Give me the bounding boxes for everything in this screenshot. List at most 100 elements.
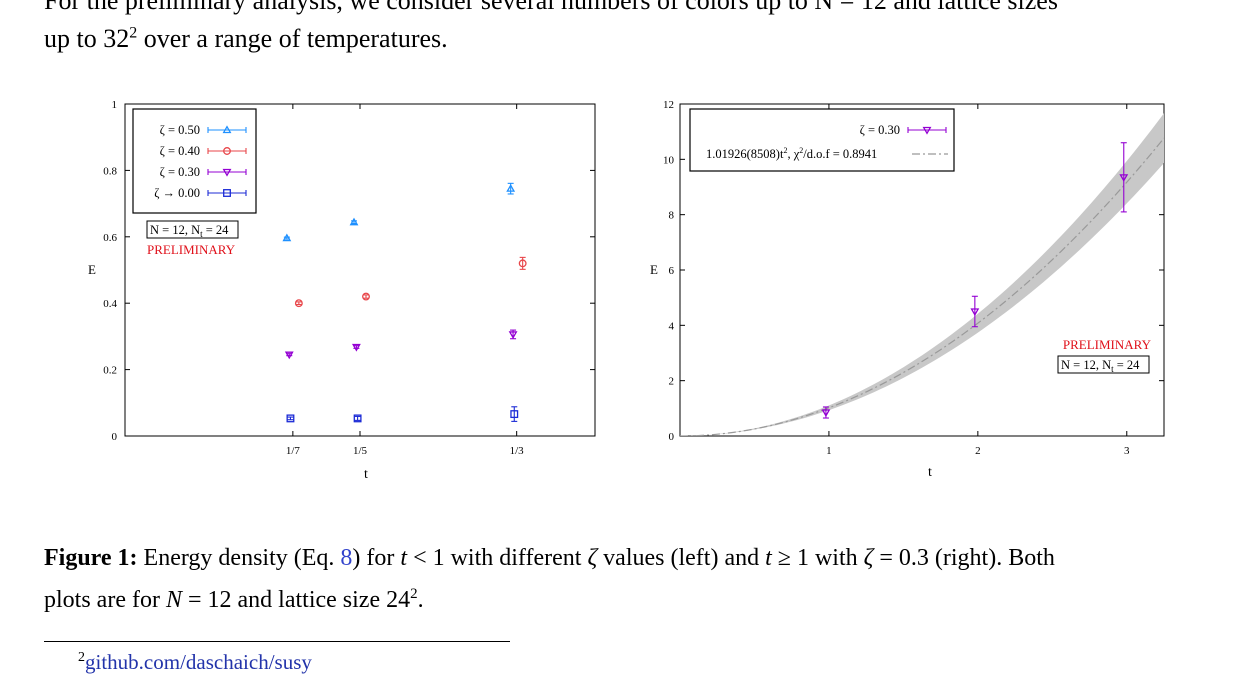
left-legend-label: ζ → 0.00 xyxy=(154,186,200,200)
footnote-rule xyxy=(44,641,510,642)
left-legend-marker xyxy=(222,168,232,177)
left-y-tick-label: 0.6 xyxy=(103,232,117,244)
left-error-bar xyxy=(354,415,361,421)
left-params-label: N = 12, Nt = 24 xyxy=(150,223,229,239)
left-data-point xyxy=(508,331,518,340)
fit-label-a: 1.01926(8508)t xyxy=(706,147,784,161)
left-energy-plot: 00.20.40.60.81 1/7 1/5 1/3 E t ζ = 0.50ζ =… xyxy=(88,99,596,482)
right-x-axis: 1 2 3 xyxy=(826,104,1130,457)
left-data-point xyxy=(510,410,519,419)
right-x-tick-label: 2 xyxy=(975,445,981,457)
left-legend-marker xyxy=(223,147,231,155)
caption-zeta-symbol: ζ xyxy=(587,545,598,571)
left-legend: ζ = 0.50 ζ = 0.40 ζ = 0.30 ζ → 0.00 xyxy=(154,123,247,200)
caption-text-4: values (left) and xyxy=(597,545,766,571)
equation-reference-link[interactable]: 8 xyxy=(340,545,353,571)
left-params-box xyxy=(146,220,239,239)
intro-text-pre: up to 32 xyxy=(44,24,130,53)
left-data-points xyxy=(282,182,527,423)
right-legend-label: ζ = 0.30 xyxy=(860,123,900,137)
right-y-axis: 0 2 4 6 8 10 12 xyxy=(663,99,1164,443)
caption-text-3: < 1 with different xyxy=(407,545,588,571)
right-params-main: N = 12, N xyxy=(1061,358,1111,372)
right-x-tick-label: 1 xyxy=(826,445,832,457)
caption-line2-mid: = 12 and lattice size 24 xyxy=(181,587,411,613)
left-error-bar xyxy=(295,301,302,306)
caption-t-symbol: t xyxy=(400,545,408,571)
caption-t-symbol-2: t xyxy=(765,545,772,571)
left-legend-label: ζ = 0.50 xyxy=(160,123,200,137)
left-x-axis-label: t xyxy=(364,467,368,482)
right-params-label: N = 12, Nt = 24 xyxy=(1061,358,1140,374)
left-error-bar xyxy=(287,416,294,421)
fit-legend-label: 1.01926(8508)t2, χ2/d.o.f = 0.8941 xyxy=(706,146,877,161)
footnote-link[interactable]: github.com/daschaich/susy xyxy=(85,650,312,674)
fit-label-sup: 2 xyxy=(783,146,787,155)
right-y-tick-label: 4 xyxy=(669,320,675,332)
left-y-axis: 0 0.2 0.4 0.6 0.8 1 xyxy=(103,99,595,443)
left-y-tick-label: 0 xyxy=(112,431,118,443)
left-preliminary-label: PRELIMINARY xyxy=(147,242,236,257)
caption-line2-sup: 2 xyxy=(410,586,418,602)
figure-caption: Figure 1: Energy density (Eq. 8) for t <… xyxy=(44,540,1209,618)
right-data-point xyxy=(1119,174,1129,182)
fit-label-b: , χ xyxy=(787,147,799,161)
fit-label-sup2: 2 xyxy=(799,146,803,155)
top-text-fragment: For the preliminary analysis, we conside… xyxy=(44,0,1058,15)
right-data-point xyxy=(821,409,831,418)
caption-text-5: ≥ 1 with xyxy=(771,545,864,571)
left-data-point xyxy=(506,184,516,192)
right-params-box xyxy=(1057,355,1150,374)
intro-text-sup: 2 xyxy=(129,24,138,42)
caption-text-6: = 0.3 (right). Both xyxy=(873,545,1055,571)
left-x-tick-label: 1/5 xyxy=(353,445,368,457)
left-legend-label: ζ = 0.30 xyxy=(160,165,200,179)
left-data-point xyxy=(284,351,294,360)
left-y-axis-label: E xyxy=(88,262,96,277)
footnote: 2github.com/daschaich/susy xyxy=(78,650,312,675)
left-legend-label: ζ = 0.40 xyxy=(160,144,200,158)
left-data-point xyxy=(294,299,303,308)
footnote-mark: 2 xyxy=(78,650,85,665)
left-params-sub: t xyxy=(200,229,203,239)
right-legend-box xyxy=(689,108,955,172)
right-y-tick-label: 12 xyxy=(663,99,674,111)
right-y-tick-label: 8 xyxy=(669,210,675,222)
intro-text-post: over a range of temperatures. xyxy=(137,24,448,53)
left-data-point xyxy=(349,217,359,226)
right-params-end: = 24 xyxy=(1114,358,1141,372)
caption-zeta-symbol-2: ζ xyxy=(863,545,874,571)
left-error-bar xyxy=(511,406,518,422)
caption-label: Figure 1: xyxy=(44,545,138,571)
right-data-point xyxy=(970,308,980,317)
left-error-bar xyxy=(363,294,369,299)
fit-curve xyxy=(680,137,1164,436)
caption-N-symbol: N xyxy=(165,587,182,613)
right-y-axis-label: E xyxy=(650,262,658,277)
left-params-main: N = 12, N xyxy=(150,223,200,237)
right-error-bar xyxy=(1120,142,1127,213)
left-data-point xyxy=(353,414,362,423)
left-y-tick-label: 1 xyxy=(112,99,118,111)
left-legend-marker xyxy=(222,125,232,134)
left-y-tick-label: 0.2 xyxy=(103,365,117,377)
right-x-tick-label: 3 xyxy=(1124,445,1130,457)
left-x-axis: 1/7 1/5 1/3 xyxy=(286,104,524,457)
right-y-tick-label: 0 xyxy=(669,431,675,443)
left-data-point xyxy=(518,259,527,268)
right-y-tick-label: 2 xyxy=(669,376,675,388)
right-y-tick-label: 6 xyxy=(669,265,675,277)
intro-text-line: up to 322 over a range of temperatures. xyxy=(44,24,448,54)
right-preliminary-label: PRELIMINARY xyxy=(1063,337,1152,352)
left-legend-box xyxy=(132,108,257,214)
left-params-end: = 24 xyxy=(203,223,230,237)
fit-label-c: /d.o.f = 0.8941 xyxy=(803,147,877,161)
left-y-tick-label: 0.8 xyxy=(103,165,117,177)
right-legend-marker xyxy=(922,126,932,135)
left-legend-marker xyxy=(223,189,231,197)
right-legend: ζ = 0.30 xyxy=(860,123,947,137)
left-data-point xyxy=(351,343,361,352)
left-y-tick-label: 0.4 xyxy=(103,298,117,310)
caption-text-2: ) for xyxy=(352,545,401,571)
right-y-tick-label: 10 xyxy=(663,154,675,166)
